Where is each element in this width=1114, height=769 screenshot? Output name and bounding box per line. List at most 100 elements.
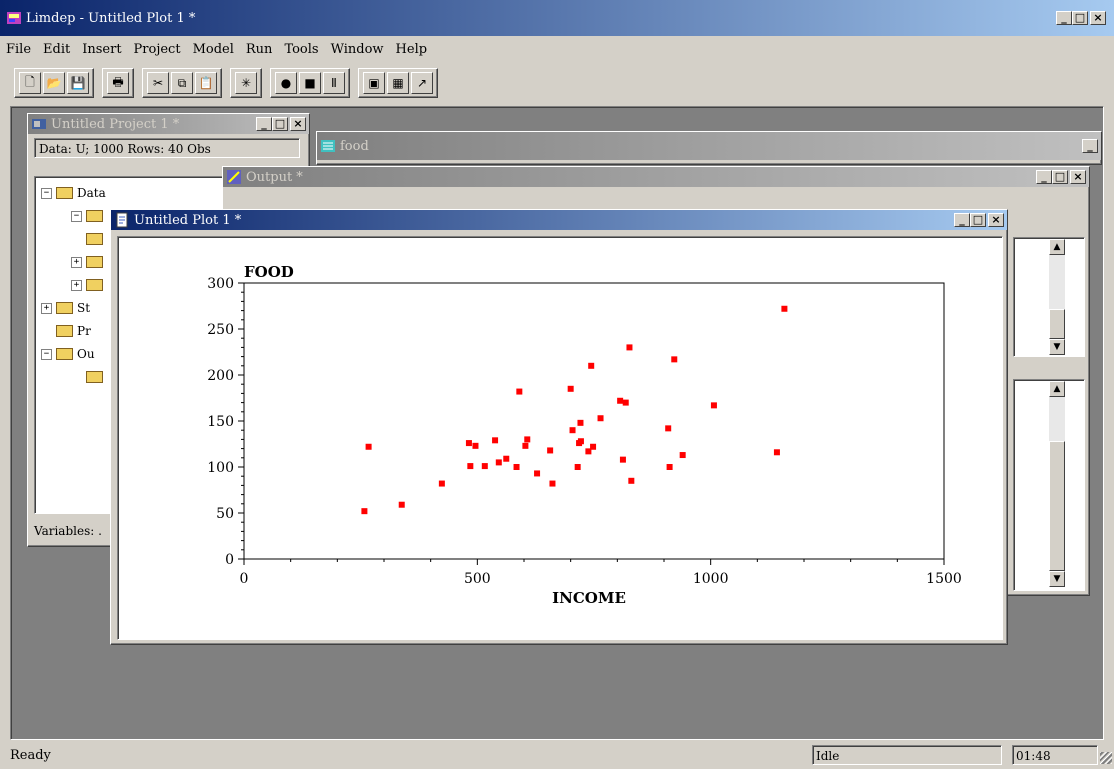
project-window-title: Untitled Project 1 * — [51, 116, 180, 132]
tree-item[interactable]: − Data — [41, 185, 106, 201]
menu-tools[interactable]: Tools — [284, 41, 319, 57]
plot-maximize-button[interactable]: □ — [970, 213, 986, 227]
new-button[interactable]: 🗋 — [19, 72, 41, 94]
menu-file[interactable]: File — [6, 41, 32, 57]
tree-item-label: Data — [77, 186, 106, 200]
app-close-button[interactable]: × — [1090, 11, 1106, 25]
tree-toggle[interactable]: − — [41, 348, 52, 360]
scroll-thumb[interactable] — [1049, 309, 1065, 339]
menu-run[interactable]: Run — [245, 41, 273, 57]
toolbar-group: 🗋 📂 💾 — [14, 68, 94, 98]
project-window-title-bar[interactable]: Untitled Project 1 * _ □ × — [28, 114, 309, 134]
cut-button[interactable]: ✂ — [147, 72, 169, 94]
tree-item[interactable]: − — [71, 208, 107, 224]
menu-window[interactable]: Window — [330, 41, 384, 57]
data-point — [398, 501, 405, 508]
y-tick-label: 50 — [216, 506, 234, 522]
output-maximize-button[interactable]: □ — [1052, 170, 1068, 184]
output-minimize-button[interactable]: _ — [1036, 170, 1052, 184]
limdep-app-icon — [7, 12, 21, 24]
pause-button[interactable]: Ⅱ — [323, 72, 345, 94]
data-grid-icon: ▦ — [392, 76, 404, 90]
tree-toggle[interactable]: − — [71, 210, 82, 222]
data-grid-button[interactable]: ▦ — [387, 72, 409, 94]
tree-item[interactable] — [71, 369, 107, 385]
stop-icon: ■ — [304, 76, 316, 90]
menu-bar: File Edit Insert Project Model Run Tools Window… — [0, 38, 1114, 60]
tree-toggle[interactable]: + — [41, 302, 52, 314]
output-scrollbar-bottom[interactable]: ▲ ▼ — [1049, 381, 1065, 587]
project-icon — [32, 119, 46, 129]
stop-button[interactable]: ■ — [299, 72, 321, 94]
tree-toggle[interactable]: + — [71, 279, 82, 291]
open-button[interactable]: 📂 — [43, 72, 65, 94]
copy-button[interactable]: ⧉ — [171, 72, 193, 94]
scroll-up-button[interactable]: ▲ — [1049, 239, 1065, 255]
tree-item[interactable]: Pr — [41, 323, 91, 339]
wizard-button[interactable]: ✳ — [235, 72, 257, 94]
tree-item[interactable]: − Ou — [41, 346, 95, 362]
output-button[interactable]: ↗ — [411, 72, 433, 94]
tree-item[interactable]: + St — [41, 300, 90, 316]
output-window-title-bar[interactable]: Output * _ □ × — [223, 167, 1089, 187]
menu-edit[interactable]: Edit — [43, 41, 71, 57]
scroll-up-button-2[interactable]: ▲ — [1049, 381, 1065, 397]
resize-grip-icon[interactable] — [1100, 752, 1112, 764]
data-point — [524, 436, 531, 443]
app-title-bar[interactable]: Limdep - Untitled Plot 1 * _ □ × — [0, 0, 1114, 36]
y-tick-label: 100 — [207, 460, 234, 476]
tree-item-label: Ou — [77, 347, 95, 361]
plot-window-title: Untitled Plot 1 * — [134, 212, 242, 228]
project-button[interactable]: ▣ — [363, 72, 385, 94]
menu-insert[interactable]: Insert — [82, 41, 122, 57]
output-close-button[interactable]: × — [1070, 170, 1086, 184]
plot-window-title-bar[interactable]: Untitled Plot 1 * _ □ × — [111, 210, 1007, 230]
plot-document-icon — [116, 212, 128, 228]
data-point — [626, 344, 633, 351]
data-point — [472, 442, 479, 449]
scroll-down-button[interactable]: ▼ — [1049, 339, 1065, 355]
data-point — [467, 463, 474, 470]
scroll-thumb-2[interactable] — [1049, 441, 1065, 571]
toolbar-group: ● ■ Ⅱ — [270, 68, 350, 98]
tree-item[interactable]: + — [71, 277, 107, 293]
food-window: food _ — [316, 131, 1102, 165]
menu-help[interactable]: Help — [395, 41, 428, 57]
data-point — [574, 464, 581, 470]
output-scrollbar-top[interactable]: ▲ ▼ — [1049, 239, 1065, 355]
food-minimize-button[interactable]: _ — [1082, 139, 1098, 153]
folder-icon — [86, 210, 103, 222]
data-point — [773, 449, 780, 456]
tree-item[interactable]: + — [71, 254, 107, 270]
print-icon: 🖶 — [112, 74, 124, 89]
plot-close-button[interactable]: × — [988, 213, 1004, 227]
print-button[interactable]: 🖶 — [107, 72, 129, 94]
status-time-panel: 01:48 — [1012, 745, 1098, 765]
project-info-bar: Data: U; 1000 Rows: 40 Obs — [34, 138, 300, 158]
menu-project[interactable]: Project — [133, 41, 181, 57]
menu-model[interactable]: Model — [192, 41, 234, 57]
copy-icon: ⧉ — [177, 75, 187, 90]
app-minimize-button[interactable]: _ — [1056, 11, 1072, 25]
output-window-title: Output * — [246, 169, 303, 185]
plot-minimize-button[interactable]: _ — [954, 213, 970, 227]
project-maximize-button[interactable]: □ — [272, 117, 288, 131]
tree-toggle[interactable]: + — [71, 256, 82, 268]
scroll-down-button-2[interactable]: ▼ — [1049, 571, 1065, 587]
data-point — [597, 415, 604, 422]
save-button[interactable]: 💾 — [67, 72, 89, 94]
tree-item[interactable] — [71, 231, 107, 247]
tree-toggle[interactable]: − — [41, 187, 52, 199]
go-button[interactable]: ● — [275, 72, 297, 94]
food-window-title-bar[interactable]: food _ — [317, 132, 1101, 160]
paste-button[interactable]: 📋 — [195, 72, 217, 94]
y-tick-label: 150 — [207, 414, 234, 430]
data-point — [617, 397, 624, 404]
app-maximize-button[interactable]: □ — [1072, 11, 1088, 25]
folder-icon — [56, 348, 73, 360]
wizard-icon: ✳ — [240, 76, 252, 90]
variables-label: Variables: . — [34, 524, 102, 538]
project-close-button[interactable]: × — [290, 117, 306, 131]
project-minimize-button[interactable]: _ — [256, 117, 272, 131]
status-mode-panel: Idle — [812, 745, 1002, 765]
